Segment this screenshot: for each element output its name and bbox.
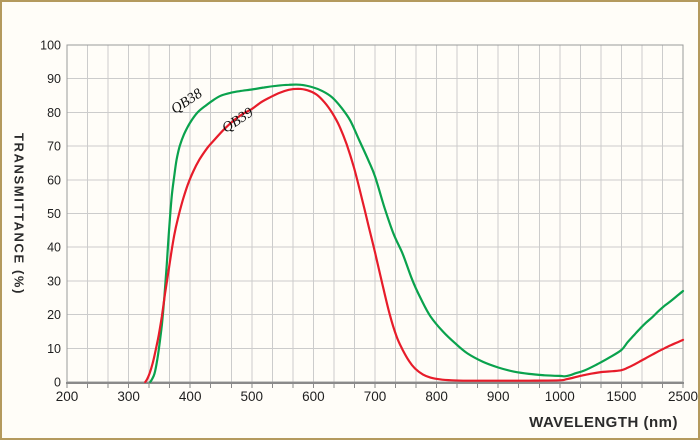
y-tick-label: 40 xyxy=(47,241,61,255)
x-tick-label: 600 xyxy=(302,389,325,404)
y-tick-label: 80 xyxy=(47,106,61,120)
y-tick-label: 100 xyxy=(40,39,61,53)
x-tick-label: 900 xyxy=(487,389,510,404)
x-tick-label: 400 xyxy=(179,389,202,404)
x-tick-label: 1000 xyxy=(545,389,575,404)
y-tick-label: 70 xyxy=(47,140,61,154)
x-tick-label: 2500 xyxy=(668,389,698,404)
y-tick-label: 90 xyxy=(47,72,61,86)
y-tick-label: 50 xyxy=(47,207,61,221)
x-tick-label: 300 xyxy=(117,389,140,404)
series-line-qb38 xyxy=(149,83,685,384)
x-tick-label: 200 xyxy=(56,389,79,404)
y-tick-label: 0 xyxy=(54,376,61,390)
x-tick-label: 800 xyxy=(425,389,448,404)
x-tick-label: 1500 xyxy=(606,389,636,404)
y-tick-label: 30 xyxy=(47,274,61,288)
y-tick-label: 60 xyxy=(47,173,61,187)
y-tick-label: 10 xyxy=(47,342,61,356)
y-tick-label: 20 xyxy=(47,308,61,322)
x-tick-label: 500 xyxy=(241,389,264,404)
x-tick-label: 700 xyxy=(364,389,387,404)
series-line-qb39 xyxy=(144,87,685,384)
y-axis-title: TRANSMITTANCE (%) xyxy=(11,133,27,295)
x-axis-title: WAVELENGTH (nm) xyxy=(529,414,678,431)
